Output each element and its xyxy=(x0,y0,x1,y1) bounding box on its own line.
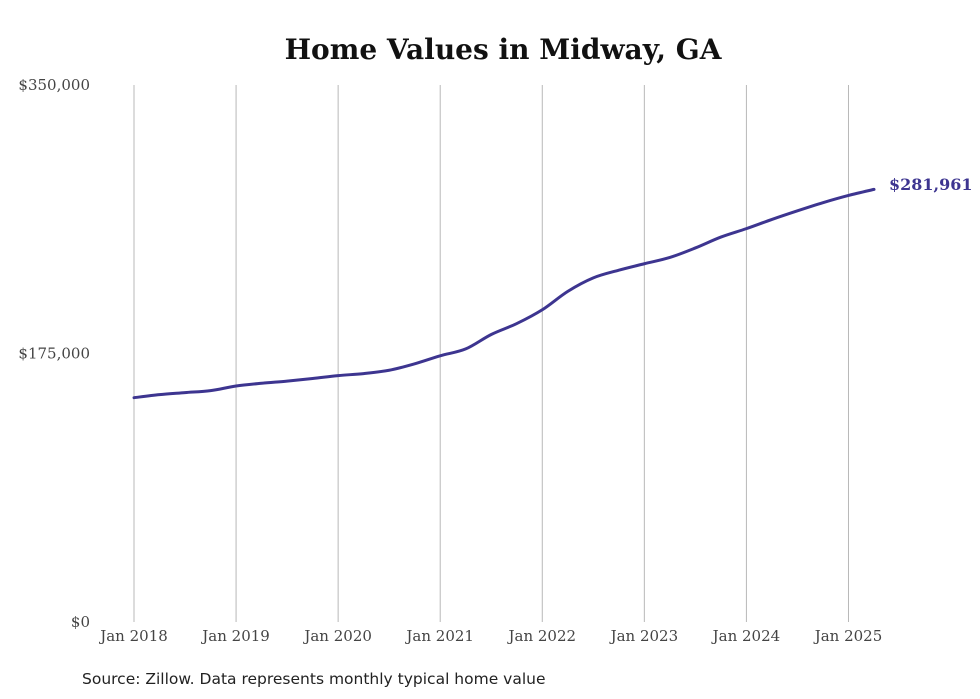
x-axis-tick-labels: Jan 2018 Jan 2019 Jan 2020 Jan 2021 Jan 2022… xyxy=(98,627,882,645)
x-tick-label: Jan 2024 xyxy=(711,627,781,645)
x-tick-label: Jan 2021 xyxy=(404,627,474,645)
latest-value-label: $281,961 xyxy=(889,175,973,194)
x-tick-label: Jan 2025 xyxy=(813,627,883,645)
y-axis-tick-labels: $0 $175,000 $350,000 xyxy=(18,76,90,631)
x-tick-label: Jan 2022 xyxy=(506,627,576,645)
x-tick-label: Jan 2018 xyxy=(98,627,168,645)
x-tick-label: Jan 2019 xyxy=(200,627,270,645)
chart-title: Home Values in Midway, GA xyxy=(285,33,723,66)
y-tick-label: $350,000 xyxy=(18,76,90,94)
y-tick-label: $175,000 xyxy=(18,345,90,363)
source-note: Source: Zillow. Data represents monthly … xyxy=(82,670,546,688)
grid-lines xyxy=(133,85,849,622)
y-tick-label: $0 xyxy=(71,613,90,631)
home-value-series-line xyxy=(132,187,876,400)
x-tick-label: Jan 2020 xyxy=(302,627,372,645)
x-tick-label: Jan 2023 xyxy=(609,627,679,645)
